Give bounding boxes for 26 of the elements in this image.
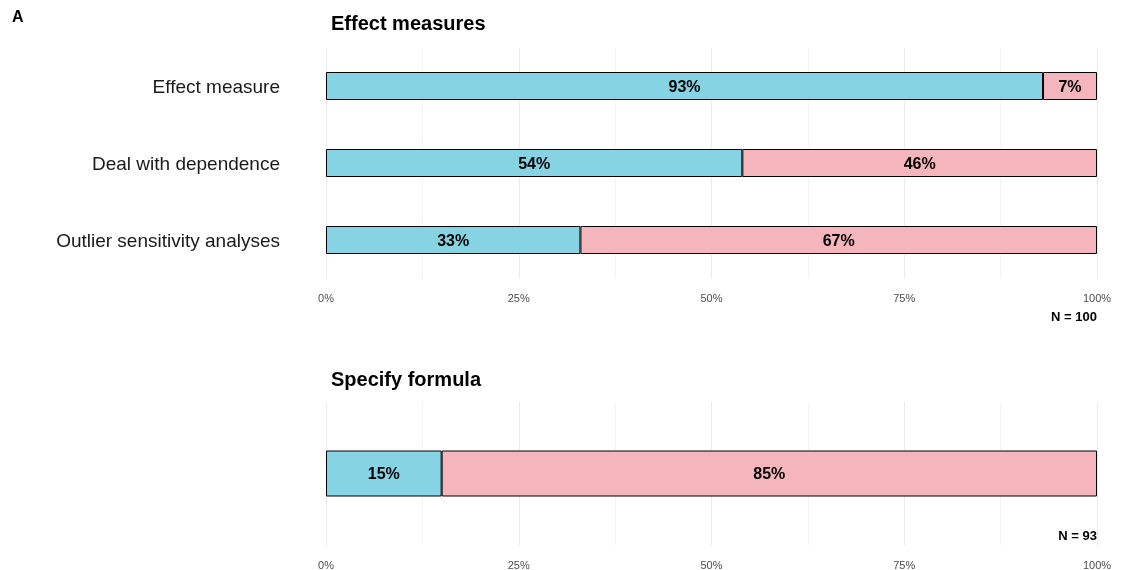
data-label: 46% xyxy=(903,154,936,172)
data-label: 85% xyxy=(753,465,786,482)
x-tick-label: 25% xyxy=(507,292,530,304)
y-tick-label: Effect measure xyxy=(152,75,280,97)
x-tick-label: 100% xyxy=(1082,558,1112,570)
x-tick-label: 25% xyxy=(507,558,530,570)
x-tick-label: 50% xyxy=(700,558,723,570)
x-tick-label: 0% xyxy=(318,558,335,570)
chart-title: Specify formula xyxy=(331,368,482,390)
x-tick-label: 50% xyxy=(700,292,723,304)
text: N = 100 xyxy=(1051,309,1098,324)
data-label: 67% xyxy=(822,231,855,249)
data-label: 7% xyxy=(1058,77,1082,95)
y-tick-label: Outlier sensitivity analyses xyxy=(56,229,280,251)
data-label: 93% xyxy=(668,77,701,95)
chart-title: Effect measures xyxy=(331,12,486,34)
x-tick-label: 0% xyxy=(318,292,335,304)
data-label: 33% xyxy=(437,231,470,249)
data-label: 15% xyxy=(367,465,400,482)
x-tick-label: 100% xyxy=(1082,292,1112,304)
data-label: 54% xyxy=(518,154,551,172)
annotation: N = 93 xyxy=(1058,528,1098,543)
text: A xyxy=(12,7,24,25)
x-tick-label: 75% xyxy=(893,292,916,304)
y-tick-label: Deal with dependence xyxy=(91,152,280,174)
x-tick-label: 75% xyxy=(893,558,916,570)
